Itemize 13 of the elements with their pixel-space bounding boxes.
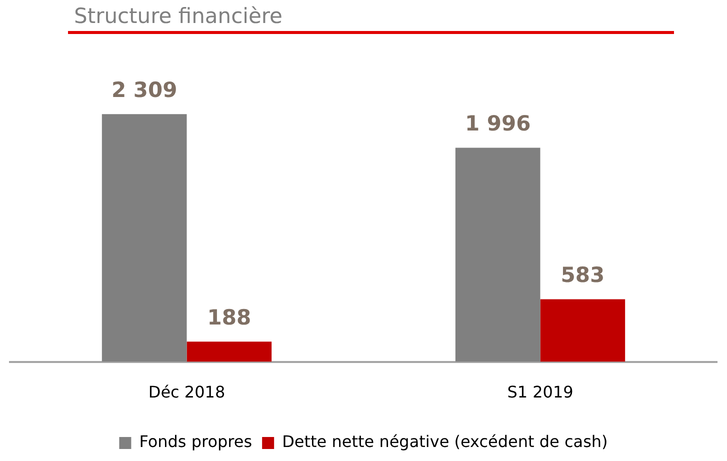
bar [540,299,626,362]
x-tick-label: S1 2019 [507,382,574,402]
data-label: 2 309 [111,78,178,102]
data-label: 1 996 [464,112,531,136]
data-label: 188 [207,306,252,330]
bar [102,114,187,362]
legend-label: Fonds propres [139,432,252,452]
bar [455,148,540,362]
x-tick-label: Déc 2018 [148,382,226,402]
chart-title: Structure financière [68,4,674,34]
data-label: 583 [560,263,605,288]
legend-label: Dette nette négative (excédent de cash) [282,432,608,452]
bar [186,342,272,362]
